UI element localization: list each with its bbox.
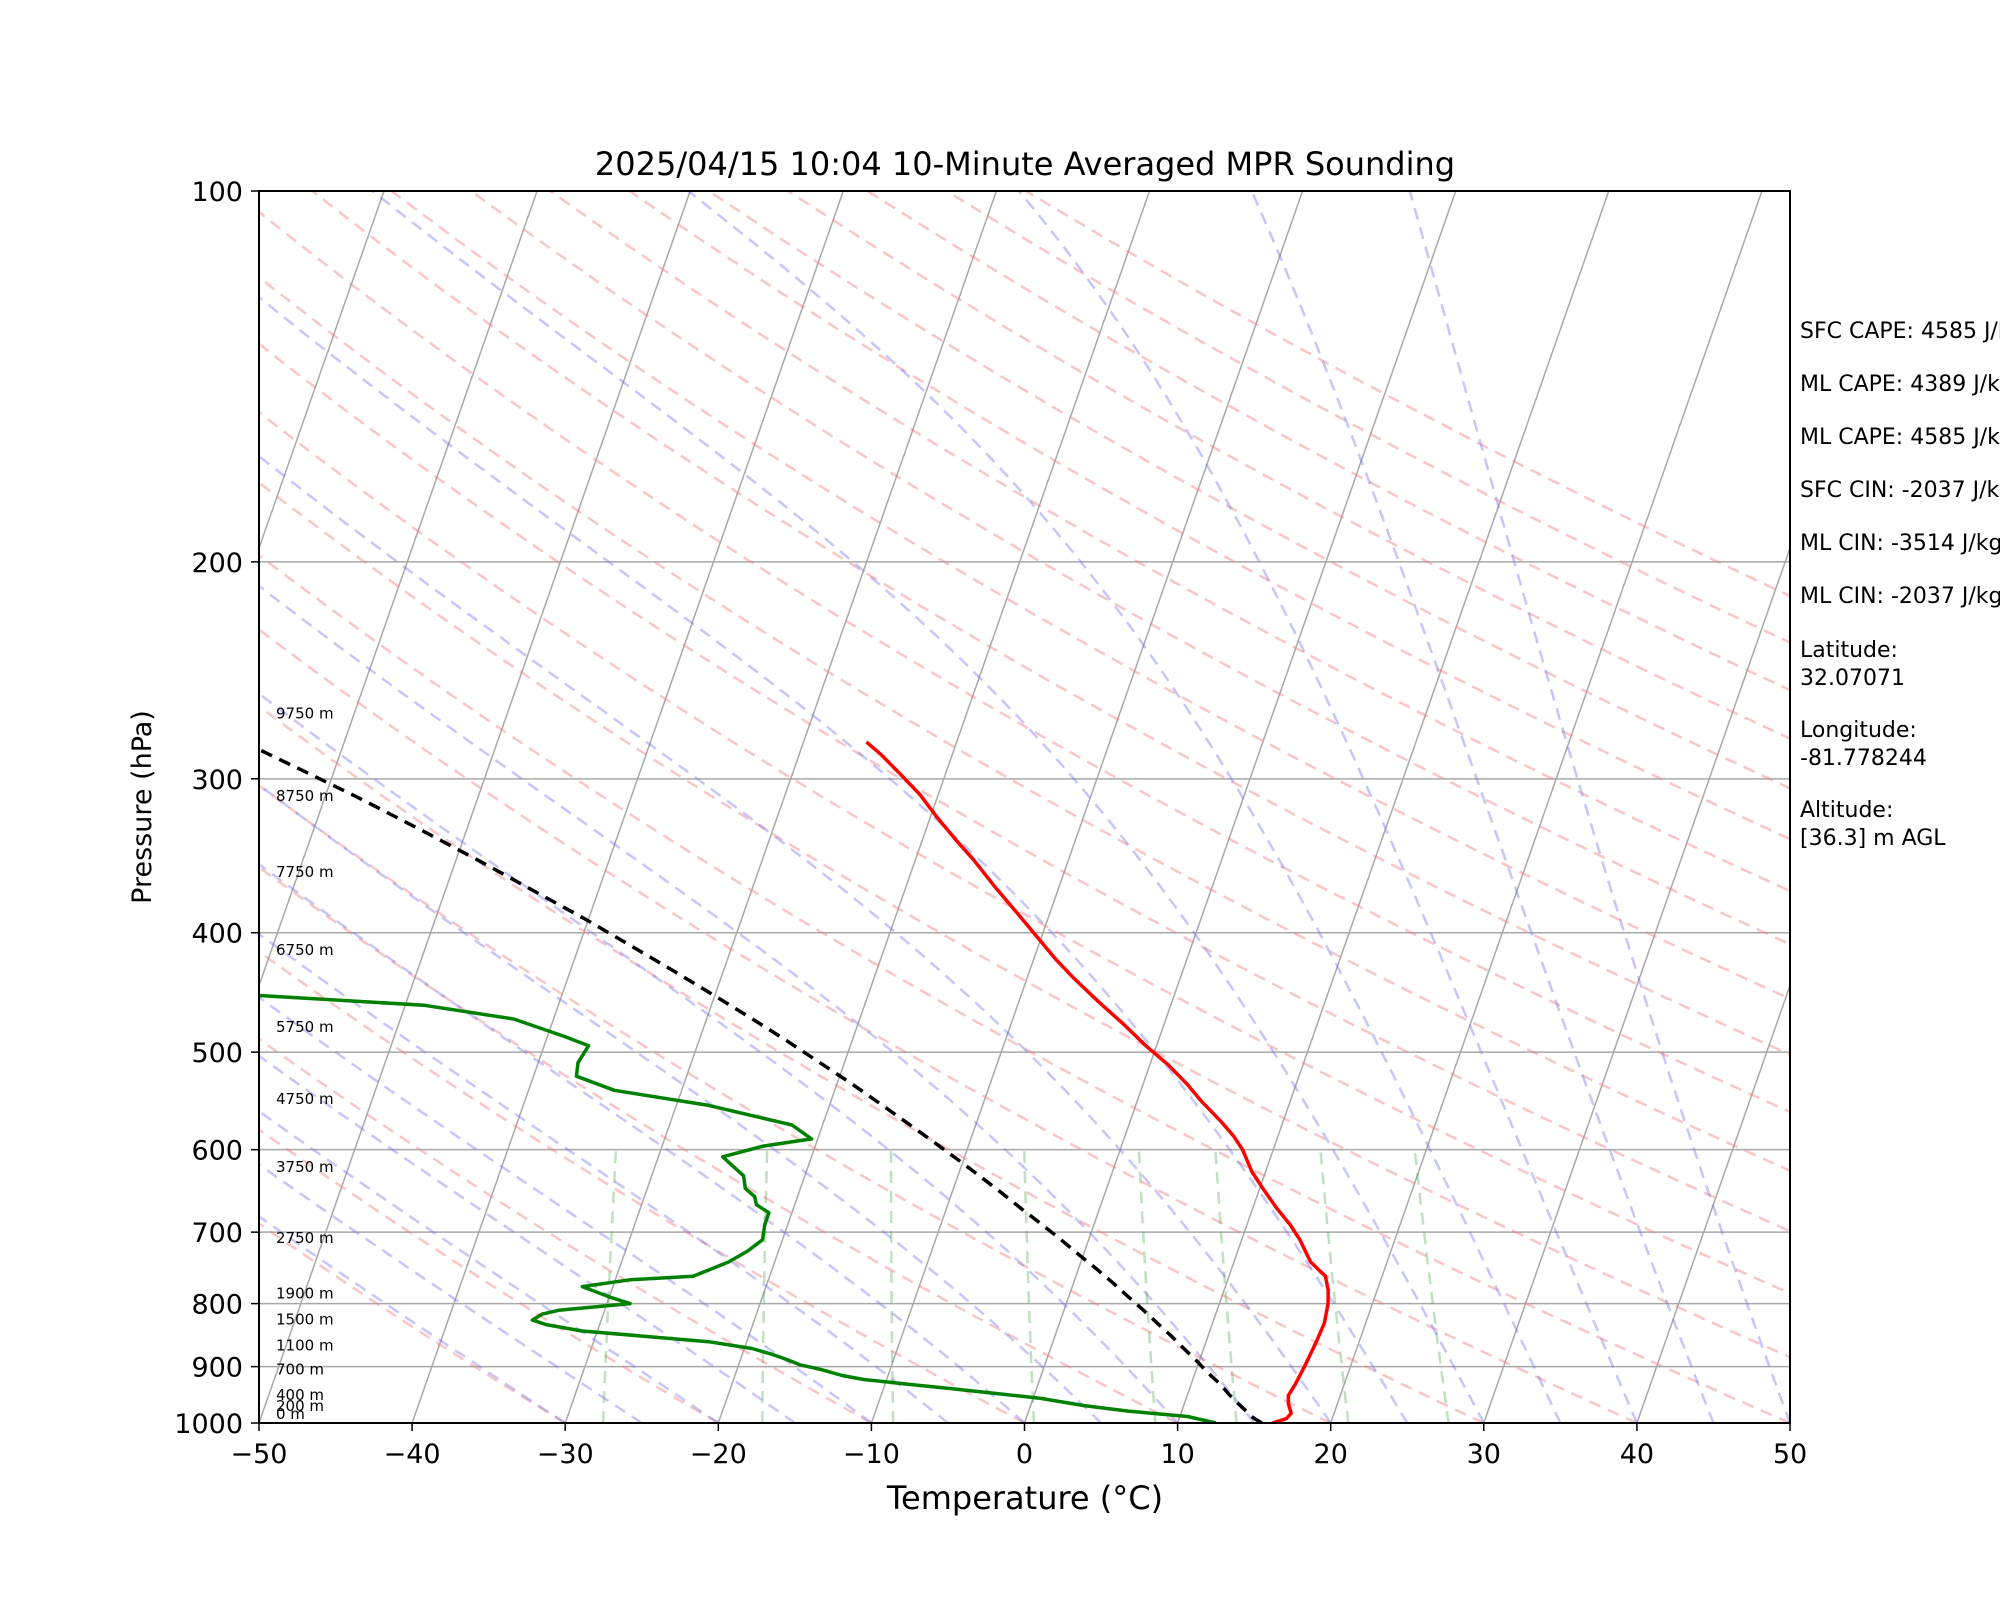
- x-tick-label: 40: [1620, 1439, 1654, 1470]
- latitude-value: 32.07071: [1800, 666, 1905, 691]
- height-label: 700 m: [276, 1360, 324, 1378]
- height-label: 5750 m: [276, 1018, 334, 1036]
- ml-cin-text: ML CIN: -3514 J/kg: [1800, 531, 2000, 556]
- x-tick-label: −20: [690, 1439, 747, 1470]
- height-label: 7750 m: [276, 863, 334, 881]
- x-tick-label: 30: [1467, 1439, 1501, 1470]
- y-tick-label: 200: [191, 548, 243, 579]
- x-tick-label: 50: [1773, 1439, 1807, 1470]
- longitude-value: -81.778244: [1800, 746, 1927, 771]
- sfc-cape-text: SFC CAPE: 4585 J/kg: [1800, 319, 2000, 344]
- y-tick-label: 1000: [174, 1409, 243, 1440]
- y-tick-label: 500: [191, 1038, 243, 1069]
- height-label: 1900 m: [276, 1284, 334, 1302]
- y-tick-label: 600: [191, 1136, 243, 1167]
- longitude-label: Longitude:: [1800, 718, 1917, 743]
- y-tick-label: 700: [191, 1218, 243, 1249]
- altitude-label: Altitude:: [1800, 798, 1893, 823]
- ml-cape-text: ML CAPE: 4389 J/kg: [1800, 372, 2000, 397]
- ml-cape-text-2: ML CAPE: 4585 J/kg: [1800, 425, 2000, 450]
- sfc-cin-text: SFC CIN: -2037 J/kg: [1800, 478, 2000, 503]
- x-tick-label: −40: [384, 1439, 441, 1470]
- x-tick-label: −50: [231, 1439, 288, 1470]
- height-label: 2750 m: [276, 1229, 334, 1247]
- y-tick-label: 900: [191, 1353, 243, 1384]
- latitude-label: Latitude:: [1800, 638, 1898, 663]
- y-tick-label: 100: [191, 177, 243, 208]
- y-tick-label: 400: [191, 919, 243, 950]
- ml-cin-text-2: ML CIN: -2037 J/kg: [1800, 584, 2000, 609]
- height-label: 8750 m: [276, 787, 334, 805]
- y-tick-label: 800: [191, 1290, 243, 1321]
- altitude-value: [36.3] m AGL: [1800, 826, 1946, 851]
- height-label: 9750 m: [276, 704, 334, 722]
- y-tick-label: 300: [191, 765, 243, 796]
- height-label: 4750 m: [276, 1090, 334, 1108]
- x-tick-label: 0: [1016, 1439, 1033, 1470]
- height-label: 1500 m: [276, 1310, 334, 1328]
- y-axis-label: Pressure (hPa): [127, 710, 158, 904]
- x-tick-label: 20: [1314, 1439, 1348, 1470]
- height-label: 6750 m: [276, 941, 334, 959]
- x-tick-label: −30: [537, 1439, 594, 1470]
- height-label: 3750 m: [276, 1158, 334, 1176]
- height-label: 1100 m: [276, 1337, 334, 1355]
- x-axis-label: Temperature (°C): [886, 1479, 1163, 1517]
- x-tick-label: 10: [1160, 1439, 1194, 1470]
- chart-title: 2025/04/15 10:04 10-Minute Averaged MPR …: [595, 145, 1455, 183]
- height-label: 400 m: [276, 1386, 324, 1404]
- x-tick-label: −10: [843, 1439, 900, 1470]
